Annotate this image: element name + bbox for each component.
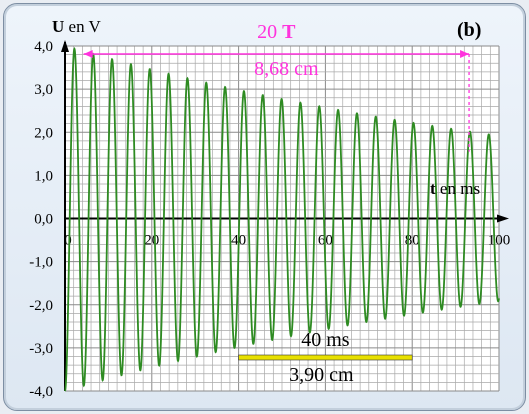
- annotations: 20 T 8,68 cm 40 ms 3,90 cm: [83, 21, 470, 386]
- scale-length-label: 3,90 cm: [289, 364, 354, 386]
- period-arrow-head-left: [83, 50, 93, 58]
- y-tick-label: 1,0: [34, 168, 53, 184]
- scale-time-label: 40 ms: [301, 329, 350, 351]
- y-axis-title-unit: en V: [64, 17, 101, 36]
- period-count-label: 20 T: [257, 21, 296, 43]
- y-tick-label: -2,0: [29, 298, 53, 314]
- series-line: [64, 46, 500, 392]
- period-arrow-head-right: [460, 50, 470, 58]
- panel-label: (b): [457, 19, 481, 41]
- y-tick-label: -1,0: [29, 255, 53, 271]
- y-tick-label: 4,0: [34, 39, 53, 55]
- period-count-unit: T: [282, 21, 296, 43]
- axes: [61, 40, 509, 391]
- x-axis-title-unit: en ms: [436, 179, 480, 198]
- y-tick-label: -4,0: [29, 384, 53, 400]
- x-axis-arrow: [497, 214, 509, 223]
- y-axis-title-symbol: U: [52, 17, 64, 36]
- period-length-label: 8,68 cm: [254, 58, 319, 80]
- series: [64, 46, 500, 392]
- x-axis-title: t en ms: [430, 179, 480, 198]
- period-count-value: 20: [257, 21, 282, 43]
- x-tick-label: 100: [488, 233, 511, 249]
- y-tick-label: -3,0: [29, 341, 53, 357]
- scale-bar: [238, 354, 413, 361]
- y-tick-label: 0,0: [34, 212, 53, 228]
- x-tick-label: 0: [64, 233, 72, 249]
- y-axis-title: U en V: [52, 17, 102, 36]
- x-tick-label: 20: [144, 233, 159, 249]
- y-axis-arrow: [61, 40, 69, 52]
- y-tick-label: 3,0: [34, 82, 53, 98]
- x-axis-title-symbol: t: [430, 179, 436, 198]
- y-tick-label: 2,0: [34, 125, 53, 141]
- x-tick-label: 80: [405, 233, 420, 249]
